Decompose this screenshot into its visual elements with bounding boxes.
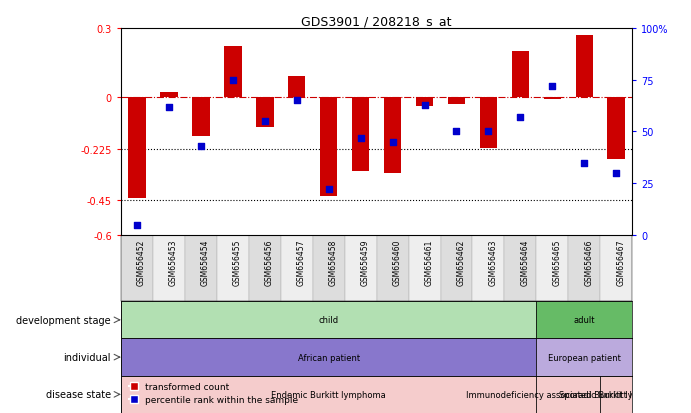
Point xyxy=(355,135,366,142)
Point xyxy=(515,114,526,121)
Text: GSM656466: GSM656466 xyxy=(585,239,594,285)
Bar xyxy=(121,235,153,301)
Point xyxy=(227,77,238,84)
Bar xyxy=(480,98,498,148)
Bar xyxy=(377,235,408,301)
Point xyxy=(419,102,430,109)
Text: GSM656467: GSM656467 xyxy=(616,239,625,285)
Text: GSM656464: GSM656464 xyxy=(520,239,529,285)
Point xyxy=(259,119,270,125)
Text: child: child xyxy=(319,316,339,325)
Bar xyxy=(121,339,536,376)
Bar xyxy=(160,93,178,98)
Text: African patient: African patient xyxy=(298,353,360,362)
Text: GSM656465: GSM656465 xyxy=(552,239,561,285)
Point xyxy=(579,160,590,166)
Text: GSM656459: GSM656459 xyxy=(361,239,370,285)
Legend: transformed count, percentile rank within the sample: transformed count, percentile rank withi… xyxy=(126,378,302,408)
Bar xyxy=(536,376,600,413)
Text: Sporadic Burkitt lymphoma: Sporadic Burkitt lymphoma xyxy=(559,390,674,399)
Point xyxy=(451,129,462,135)
Text: Endemic Burkitt lymphoma: Endemic Burkitt lymphoma xyxy=(272,390,386,399)
Bar xyxy=(320,98,337,197)
Point xyxy=(163,104,174,111)
Bar xyxy=(352,98,370,171)
Bar xyxy=(192,98,209,137)
Bar xyxy=(256,98,274,128)
Bar xyxy=(416,98,433,107)
Bar xyxy=(121,376,536,413)
Text: individual: individual xyxy=(63,352,111,362)
Bar xyxy=(448,98,465,104)
Bar xyxy=(249,235,281,301)
Bar xyxy=(281,235,312,301)
Point xyxy=(323,187,334,193)
Text: GSM656456: GSM656456 xyxy=(265,239,274,285)
Point xyxy=(196,143,207,150)
Bar xyxy=(544,98,561,100)
Bar xyxy=(536,339,632,376)
Bar xyxy=(600,235,632,301)
Point xyxy=(547,83,558,90)
Bar xyxy=(184,235,217,301)
Bar xyxy=(440,235,473,301)
Bar xyxy=(128,98,146,199)
Text: GSM656463: GSM656463 xyxy=(489,239,498,285)
Text: European patient: European patient xyxy=(548,353,621,362)
Text: adult: adult xyxy=(574,316,595,325)
Text: development stage: development stage xyxy=(16,315,111,325)
Bar xyxy=(312,235,345,301)
Title: GDS3901 / 208218_s_at: GDS3901 / 208218_s_at xyxy=(301,15,452,28)
Bar xyxy=(345,235,377,301)
Point xyxy=(483,129,494,135)
Point xyxy=(611,170,622,177)
Text: GSM656460: GSM656460 xyxy=(392,239,401,285)
Point xyxy=(131,222,142,228)
Point xyxy=(291,98,302,104)
Text: GSM656461: GSM656461 xyxy=(424,239,433,285)
Bar xyxy=(153,235,184,301)
Text: Immunodeficiency associated Burkitt lymphoma: Immunodeficiency associated Burkitt lymp… xyxy=(466,390,670,399)
Bar xyxy=(288,77,305,98)
Bar xyxy=(568,235,600,301)
Bar xyxy=(504,235,536,301)
Bar xyxy=(511,52,529,98)
Bar xyxy=(473,235,504,301)
Text: GSM656458: GSM656458 xyxy=(329,239,338,285)
Text: GSM656452: GSM656452 xyxy=(137,239,146,285)
Bar xyxy=(121,301,536,339)
Bar xyxy=(576,36,593,98)
Bar xyxy=(607,98,625,160)
Bar xyxy=(384,98,401,173)
Text: disease state: disease state xyxy=(46,389,111,399)
Bar xyxy=(536,235,568,301)
Bar xyxy=(408,235,440,301)
Bar xyxy=(224,47,242,98)
Point xyxy=(387,139,398,146)
Bar xyxy=(217,235,249,301)
Text: GSM656462: GSM656462 xyxy=(457,239,466,285)
Text: GSM656454: GSM656454 xyxy=(201,239,210,285)
Bar xyxy=(536,301,632,339)
Bar xyxy=(600,376,632,413)
Text: GSM656453: GSM656453 xyxy=(169,239,178,285)
Text: GSM656457: GSM656457 xyxy=(296,239,305,285)
Text: GSM656455: GSM656455 xyxy=(233,239,242,285)
